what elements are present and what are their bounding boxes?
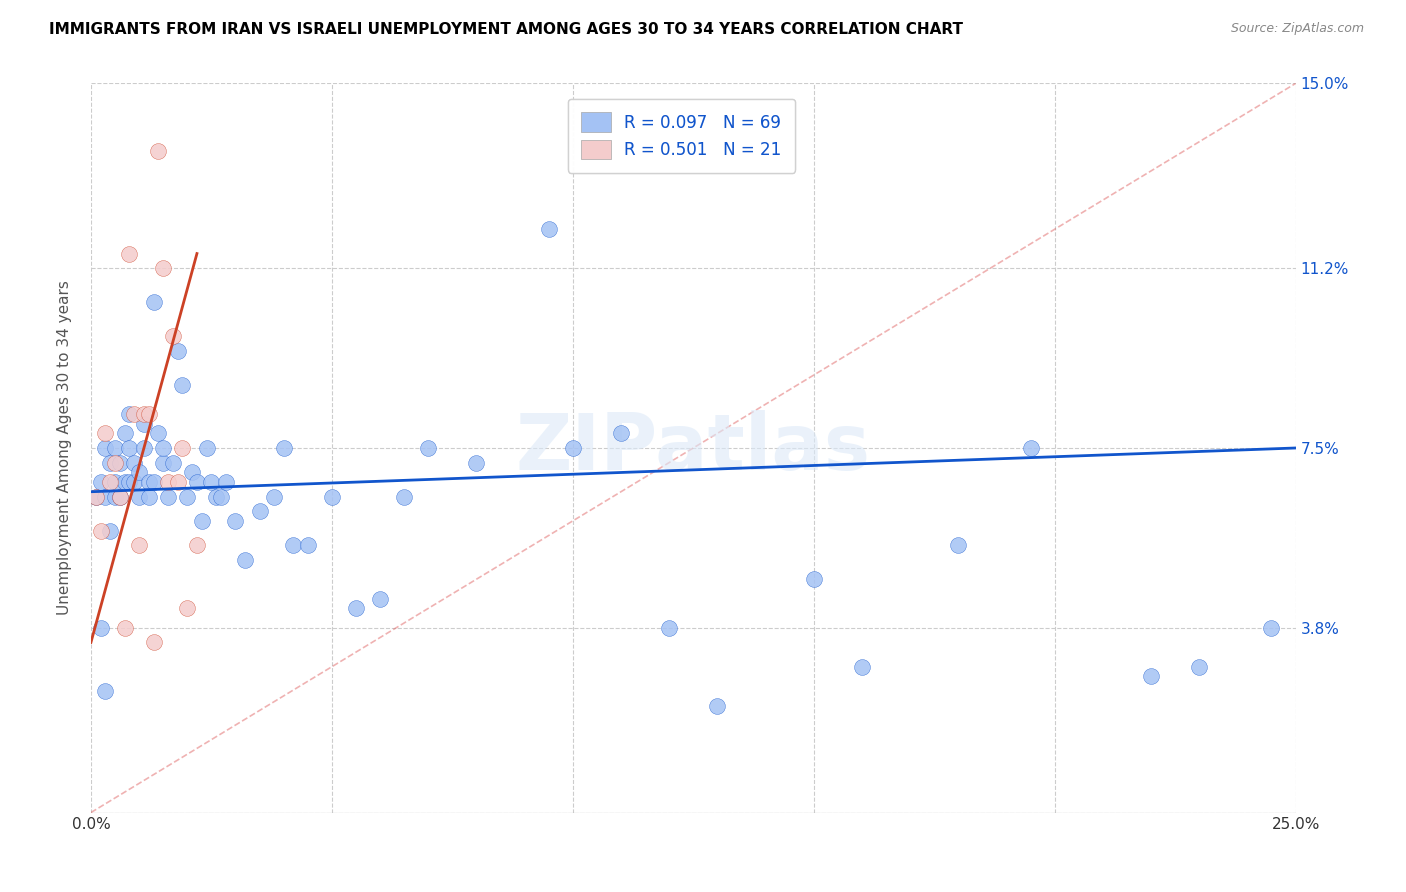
Text: Source: ZipAtlas.com: Source: ZipAtlas.com (1230, 22, 1364, 36)
Text: ZIPatlas: ZIPatlas (516, 410, 870, 486)
Point (368, 591, 391, 606)
Point (94, 426, 117, 441)
Point (118, 475, 141, 489)
Point (108, 490, 131, 504)
Point (162, 456, 184, 470)
Point (152, 261, 174, 276)
Point (190, 514, 212, 528)
Point (200, 475, 222, 489)
Point (172, 377, 194, 392)
Point (118, 246, 141, 260)
Point (104, 490, 127, 504)
Point (561, 441, 583, 455)
Point (233, 553, 256, 567)
Point (118, 441, 141, 455)
Point (108, 456, 131, 470)
Point (658, 621, 681, 635)
Point (152, 456, 174, 470)
Point (94, 441, 117, 455)
Legend: R = 0.097   N = 69, R = 0.501   N = 21: R = 0.097 N = 69, R = 0.501 N = 21 (568, 99, 794, 172)
Point (104, 441, 127, 455)
Point (195, 441, 218, 455)
Point (186, 538, 208, 552)
Point (104, 475, 127, 489)
Point (706, 698, 728, 713)
Point (215, 475, 238, 489)
Point (209, 490, 232, 504)
Point (94, 490, 117, 504)
Point (249, 504, 271, 518)
Point (176, 490, 198, 504)
Point (138, 475, 160, 489)
Point (98, 475, 121, 489)
Point (148, 426, 170, 441)
Point (344, 601, 367, 615)
Point (142, 475, 165, 489)
Point (157, 490, 180, 504)
Point (1019, 441, 1042, 455)
Point (84, 490, 107, 504)
Y-axis label: Unemployment Among Ages 30 to 34 years: Unemployment Among Ages 30 to 34 years (58, 281, 72, 615)
Point (124, 407, 146, 421)
Point (114, 621, 136, 635)
Point (90, 524, 112, 538)
Point (948, 538, 970, 552)
Point (104, 456, 127, 470)
Point (114, 475, 136, 489)
Point (148, 145, 170, 159)
Point (132, 441, 155, 455)
Point (803, 572, 825, 586)
Point (98, 524, 121, 538)
Point (124, 475, 146, 489)
Point (166, 475, 188, 489)
Point (392, 490, 415, 504)
Point (142, 295, 165, 310)
Point (108, 490, 131, 504)
Point (321, 490, 343, 504)
Point (172, 441, 194, 455)
Point (465, 456, 488, 470)
Point (181, 465, 204, 479)
Point (297, 538, 319, 552)
Point (205, 490, 228, 504)
Point (84, 490, 107, 504)
Point (537, 222, 560, 236)
Point (124, 456, 146, 470)
Point (1140, 669, 1163, 683)
Point (224, 514, 246, 528)
Point (283, 538, 305, 552)
Point (132, 417, 155, 431)
Point (142, 635, 165, 649)
Point (152, 441, 174, 455)
Point (273, 441, 295, 455)
Point (1260, 621, 1282, 635)
Point (162, 329, 184, 343)
Point (1188, 659, 1211, 673)
Point (90, 621, 112, 635)
Point (418, 441, 440, 455)
Point (118, 407, 141, 421)
Point (114, 426, 136, 441)
Point (176, 601, 198, 615)
Point (128, 538, 150, 552)
Point (851, 659, 873, 673)
Point (132, 407, 155, 421)
Point (128, 465, 150, 479)
Point (186, 475, 208, 489)
Point (138, 407, 160, 421)
Point (610, 426, 633, 441)
Point (98, 456, 121, 470)
Point (128, 490, 150, 504)
Point (157, 475, 180, 489)
Point (94, 684, 117, 698)
Point (90, 475, 112, 489)
Point (166, 343, 188, 358)
Point (138, 490, 160, 504)
Text: IMMIGRANTS FROM IRAN VS ISRAELI UNEMPLOYMENT AMONG AGES 30 TO 34 YEARS CORRELATI: IMMIGRANTS FROM IRAN VS ISRAELI UNEMPLOY… (49, 22, 963, 37)
Point (263, 490, 285, 504)
